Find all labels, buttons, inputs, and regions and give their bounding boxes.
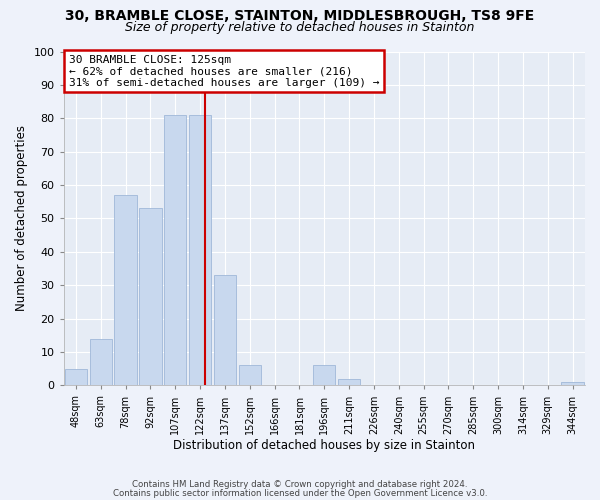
Text: 30, BRAMBLE CLOSE, STAINTON, MIDDLESBROUGH, TS8 9FE: 30, BRAMBLE CLOSE, STAINTON, MIDDLESBROU… <box>65 9 535 23</box>
Text: Contains HM Land Registry data © Crown copyright and database right 2024.: Contains HM Land Registry data © Crown c… <box>132 480 468 489</box>
Bar <box>214 275 236 386</box>
Text: Size of property relative to detached houses in Stainton: Size of property relative to detached ho… <box>125 21 475 34</box>
Bar <box>65 368 87 386</box>
Bar <box>562 382 584 386</box>
Bar <box>239 366 261 386</box>
Text: Contains public sector information licensed under the Open Government Licence v3: Contains public sector information licen… <box>113 489 487 498</box>
X-axis label: Distribution of detached houses by size in Stainton: Distribution of detached houses by size … <box>173 440 475 452</box>
Bar <box>115 195 137 386</box>
Bar <box>139 208 161 386</box>
Text: 30 BRAMBLE CLOSE: 125sqm
← 62% of detached houses are smaller (216)
31% of semi-: 30 BRAMBLE CLOSE: 125sqm ← 62% of detach… <box>69 55 379 88</box>
Bar <box>164 115 187 386</box>
Bar <box>189 115 211 386</box>
Bar <box>313 366 335 386</box>
Y-axis label: Number of detached properties: Number of detached properties <box>15 126 28 312</box>
Bar <box>89 338 112 386</box>
Bar <box>338 378 360 386</box>
